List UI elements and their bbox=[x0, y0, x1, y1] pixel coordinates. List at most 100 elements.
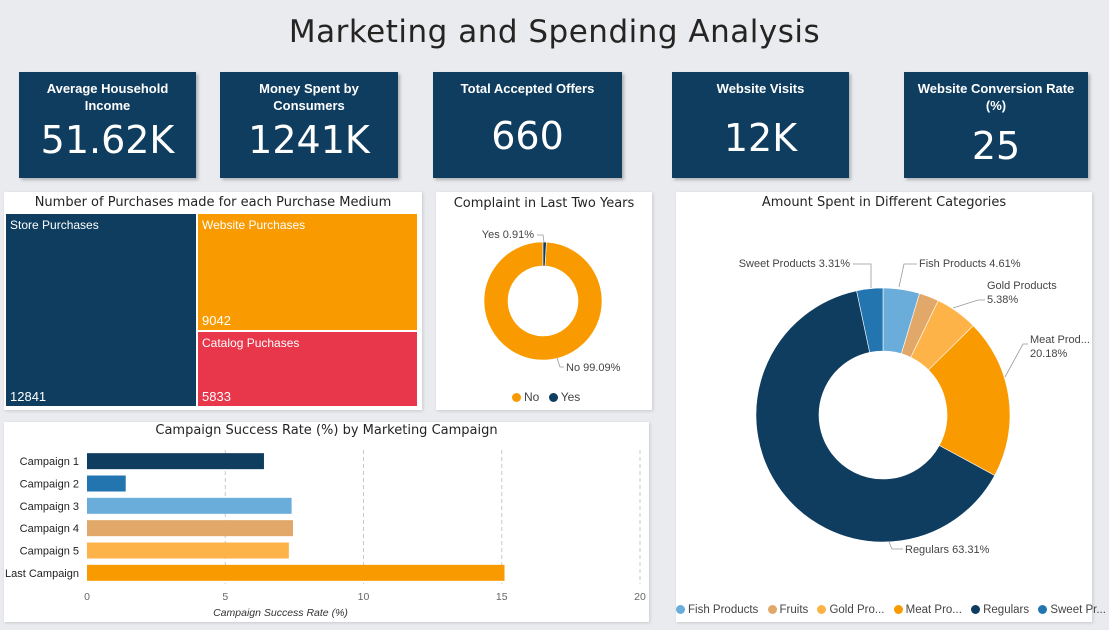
legend-item-fish[interactable]: Fish Products bbox=[676, 604, 758, 616]
legend-label: No bbox=[524, 390, 540, 404]
legend-item-fruits[interactable]: Fruits bbox=[767, 604, 809, 616]
campaign-title: Campaign Success Rate (%) by Marketing C… bbox=[155, 423, 498, 438]
kpi-average-household-income[interactable]: Average Household Income 51.62K bbox=[19, 72, 196, 178]
bar-campaign-1[interactable] bbox=[87, 453, 264, 470]
y-tick-label: Campaign 3 bbox=[20, 501, 79, 513]
kpi-label: Website Conversion Rate (%) bbox=[917, 81, 1075, 113]
leader-line bbox=[952, 299, 985, 309]
x-tick-label: 15 bbox=[496, 591, 508, 603]
bar-campaign-5[interactable] bbox=[87, 542, 289, 559]
x-axis-title: Campaign Success Rate (%) bbox=[213, 607, 348, 619]
tile-value: 9042 bbox=[202, 313, 231, 328]
slice-yes[interactable] bbox=[542, 241, 547, 267]
tile-value: 12841 bbox=[10, 389, 47, 404]
bar-campaign-4[interactable] bbox=[87, 520, 293, 537]
legend-item-gold[interactable]: Gold Pro... bbox=[817, 604, 884, 616]
kpi-value: 25 bbox=[971, 124, 1021, 168]
kpi-value: 12K bbox=[723, 116, 798, 160]
legend-label: Gold Pro... bbox=[829, 604, 885, 616]
legend-dot bbox=[893, 605, 903, 614]
kpi-value: 51.62K bbox=[40, 118, 175, 162]
page-title: Marketing and Spending Analysis bbox=[288, 14, 821, 50]
legend-label: Fruits bbox=[779, 604, 809, 616]
slice-label-fish: Fish Products 4.61% bbox=[919, 258, 1021, 270]
kpi-label: Average Household Income bbox=[46, 81, 169, 113]
slice-label-gold: Gold Products bbox=[987, 280, 1057, 292]
legend-label: Fish Products bbox=[688, 604, 759, 616]
bar-campaign-2[interactable] bbox=[87, 475, 126, 492]
leader-line bbox=[853, 263, 872, 288]
legend-label: Sweet Pr... bbox=[1050, 604, 1106, 616]
legend-dot bbox=[1038, 605, 1048, 614]
y-tick-label: Campaign 5 bbox=[20, 546, 79, 558]
kpi-label: Website Visits bbox=[716, 81, 805, 96]
legend-dot bbox=[767, 605, 777, 614]
kpi-label: Money Spent by Consumers bbox=[259, 81, 359, 113]
leader-line bbox=[537, 234, 545, 243]
campaign-bar-chart[interactable]: 0 5 10 15 20 Campaign 1 Campaign 2 Campaign 3 Ca… bbox=[4, 422, 649, 622]
complaint-title: Complaint in Last Two Years bbox=[453, 196, 635, 211]
legend-label: Yes bbox=[560, 390, 581, 404]
slice-regulars[interactable] bbox=[755, 290, 996, 543]
slice-label-meat-pct: 20.18% bbox=[1030, 348, 1068, 360]
tile-value: 5833 bbox=[202, 389, 231, 404]
legend-item-yes[interactable]: Yes bbox=[548, 390, 581, 404]
y-tick-label: Campaign 1 bbox=[20, 456, 79, 468]
category-legend: Fish Products Fruits Gold Pro... Meat Pr… bbox=[676, 604, 1109, 616]
legend-label: Regulars bbox=[983, 604, 1030, 616]
slice-label-meat: Meat Prod... bbox=[1030, 334, 1090, 346]
kpi-label: Total Accepted Offers bbox=[460, 81, 595, 96]
kpi-website-conversion-rate[interactable]: Website Conversion Rate (%) 25 bbox=[904, 72, 1088, 178]
slice-label-gold-pct: 5.38% bbox=[987, 294, 1018, 306]
y-tick-label: Last Campaign bbox=[5, 568, 79, 580]
category-panel[interactable]: Amount Spent in Different Categories Swe… bbox=[676, 192, 1106, 622]
slice-label-no: No 99.09% bbox=[566, 362, 621, 374]
tile-name: Website Purchases bbox=[202, 218, 306, 232]
slice-label-yes: Yes 0.91% bbox=[482, 229, 534, 241]
bar-campaign-3[interactable] bbox=[87, 497, 292, 514]
legend-label: Meat Pro... bbox=[905, 604, 962, 616]
legend-dot bbox=[548, 393, 558, 402]
legend-dot bbox=[971, 605, 981, 614]
complaint-legend: No Yes bbox=[512, 390, 586, 404]
slice-no[interactable] bbox=[483, 241, 603, 361]
category-donut-chart[interactable]: Sweet Products 3.31% Fish Products 4.61% G… bbox=[676, 192, 1092, 602]
treemap-tile-catalog[interactable]: Catalog Puchases 5833 bbox=[198, 332, 417, 406]
complaint-donut-chart[interactable]: Yes 0.91% No 99.09% bbox=[436, 192, 652, 410]
legend-item-meat[interactable]: Meat Pro... bbox=[893, 604, 962, 616]
leader-line bbox=[898, 263, 917, 288]
slice-sweet-products[interactable] bbox=[856, 287, 884, 353]
legend-item-sweet[interactable]: Sweet Pr... bbox=[1038, 604, 1106, 616]
x-tick-label: 10 bbox=[358, 591, 370, 603]
legend-item-no[interactable]: No bbox=[512, 390, 539, 404]
kpi-value: 660 bbox=[491, 114, 564, 158]
leader-line bbox=[888, 541, 903, 550]
treemap-panel[interactable]: Number of Purchases made for each Purcha… bbox=[4, 192, 422, 410]
leader-line bbox=[1004, 343, 1028, 378]
slice-label-sweet: Sweet Products 3.31% bbox=[739, 258, 851, 270]
treemap-title: Number of Purchases made for each Purcha… bbox=[34, 195, 392, 210]
slice-label-regulars: Regulars 63.31% bbox=[905, 544, 990, 556]
legend-dot bbox=[817, 605, 827, 614]
treemap-tile-website[interactable]: Website Purchases 9042 bbox=[198, 214, 417, 330]
y-tick-label: Campaign 4 bbox=[20, 523, 79, 535]
kpi-money-spent[interactable]: Money Spent by Consumers 1241K bbox=[220, 72, 398, 178]
x-tick-label: 5 bbox=[222, 591, 228, 603]
slice-meat-products[interactable] bbox=[928, 325, 1011, 476]
tile-name: Store Purchases bbox=[10, 218, 99, 232]
tile-name: Catalog Puchases bbox=[202, 336, 300, 350]
x-tick-label: 20 bbox=[634, 591, 646, 603]
legend-dot bbox=[676, 605, 685, 614]
treemap-tile-store[interactable]: Store Purchases 12841 bbox=[6, 214, 196, 406]
kpi-value: 1241K bbox=[248, 118, 370, 162]
legend-dot bbox=[512, 393, 521, 402]
kpi-total-accepted-offers[interactable]: Total Accepted Offers 660 bbox=[433, 72, 622, 178]
kpi-website-visits[interactable]: Website Visits 12K bbox=[672, 72, 849, 178]
leader-line bbox=[556, 357, 564, 368]
y-tick-label: Campaign 2 bbox=[20, 479, 79, 491]
bar-last-campaign[interactable] bbox=[87, 564, 505, 581]
legend-item-regulars[interactable]: Regulars bbox=[971, 604, 1029, 616]
campaign-panel[interactable]: Campaign Success Rate (%) by Marketing C… bbox=[4, 422, 649, 622]
category-title: Amount Spent in Different Categories bbox=[761, 195, 1007, 210]
complaint-panel[interactable]: Complaint in Last Two Years Yes 0.91% No … bbox=[436, 192, 652, 410]
